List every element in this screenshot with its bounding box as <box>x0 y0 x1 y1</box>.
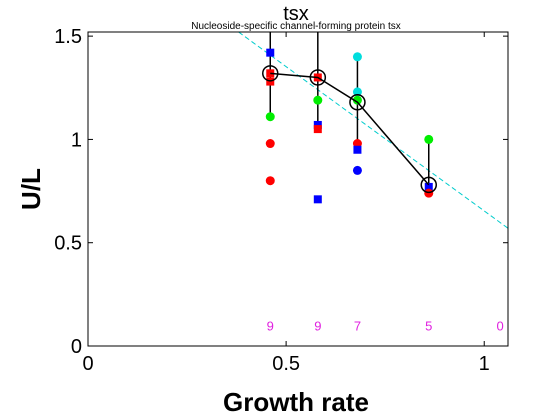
count-label: 9 <box>314 318 321 333</box>
data-point <box>265 112 275 122</box>
mean-marker <box>262 65 279 82</box>
data-point <box>352 52 362 62</box>
data-point <box>352 95 362 105</box>
data-point <box>265 139 275 149</box>
x-axis-label: Growth rate <box>223 387 369 417</box>
y-tick-label: 1 <box>71 129 82 151</box>
chart-title: tsx <box>283 3 309 25</box>
y-axis-label: U/L <box>16 168 46 210</box>
plot-area <box>238 32 508 229</box>
mean-marker <box>309 69 327 86</box>
count-label: 0 <box>496 318 503 333</box>
data-point <box>265 176 275 186</box>
x-tick-label: 0.5 <box>272 353 300 375</box>
data-point <box>352 165 362 175</box>
data-point <box>313 120 322 129</box>
data-point <box>424 182 433 191</box>
data-point <box>353 145 362 154</box>
count-label: 7 <box>354 318 361 333</box>
data-point <box>266 77 275 86</box>
count-label: 9 <box>267 318 274 333</box>
mean-marker <box>349 93 366 111</box>
data-point <box>266 48 275 57</box>
y-tick-label: 0 <box>71 336 82 358</box>
mean-marker <box>420 176 438 194</box>
mean-line <box>270 72 430 186</box>
data-point <box>313 125 322 134</box>
data-point <box>352 87 362 97</box>
data-point <box>424 188 434 198</box>
y-tick-label: 1.5 <box>54 26 82 48</box>
x-tick-label: 0 <box>82 353 93 375</box>
axes-frame <box>87 31 509 347</box>
fit-line <box>238 32 508 229</box>
data-point <box>424 134 434 144</box>
data-point <box>313 195 322 204</box>
data-point <box>313 95 323 105</box>
y-tick-label: 0.5 <box>54 233 82 255</box>
x-tick-label: 1 <box>479 353 490 375</box>
chart-subtitle: Nucleoside-specific channel-forming prot… <box>191 21 401 32</box>
count-label: 5 <box>425 318 432 333</box>
